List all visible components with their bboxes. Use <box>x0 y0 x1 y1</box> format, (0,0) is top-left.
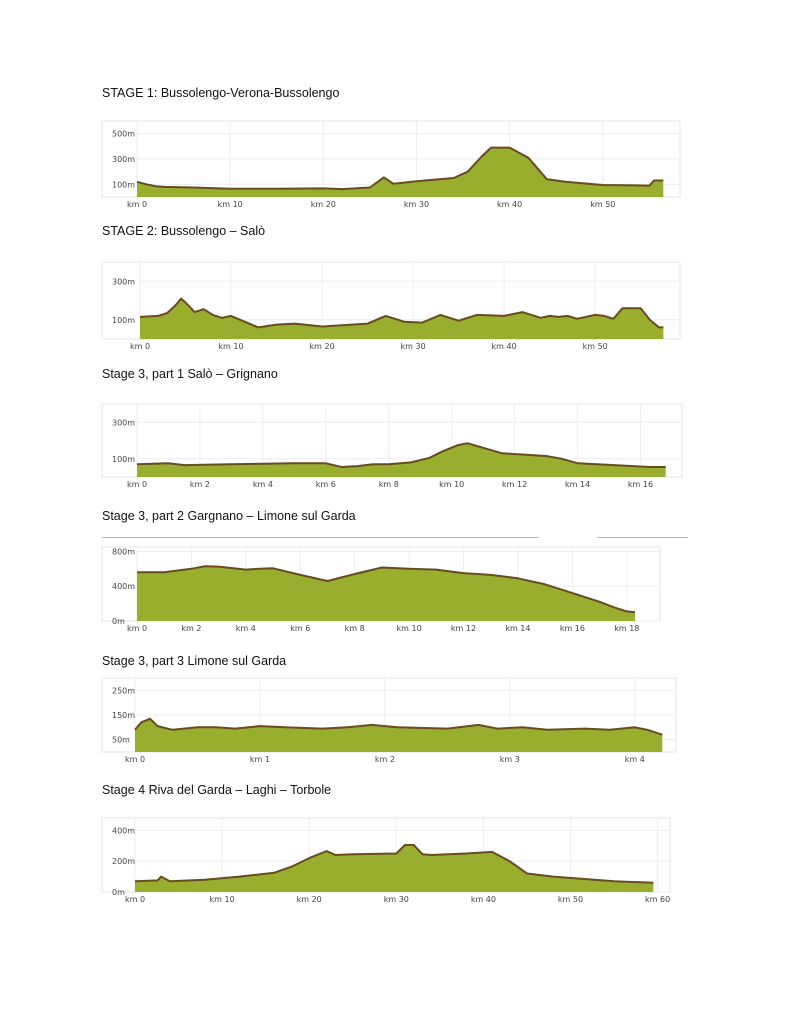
stage-3-part-1-title: Stage 3, part 1 Salò – Grignano <box>102 367 278 381</box>
chart-6-y-tick-label: 0m <box>112 888 125 897</box>
chart-2-area <box>140 298 664 339</box>
chart-1-profile-line <box>136 146 664 191</box>
chart-6-area <box>135 845 654 892</box>
stage-3-part-2-title: Stage 3, part 2 Gargnano – Limone sul Ga… <box>102 509 356 523</box>
chart-1-area <box>137 147 664 197</box>
chart-3-y-tick-label: 100m <box>112 455 135 464</box>
chart-1-x-tick-label: km 50 <box>590 200 615 209</box>
chart-2-x-tick-label: km 0 <box>130 342 150 351</box>
chart-5-x-tick-label: km 4 <box>625 755 645 764</box>
chart-6-x-tick-label: km 60 <box>645 895 670 904</box>
chart-5-x-tick-label: km 0 <box>125 755 145 764</box>
chart-4-x-tick-label: km 12 <box>451 624 476 633</box>
chart-3-area <box>137 443 666 477</box>
chart-3-x-tick-label: km 12 <box>502 480 527 489</box>
chart-4-x-tick-label: km 6 <box>290 624 310 633</box>
chart-4-area <box>137 566 635 621</box>
chart-1-x-tick-label: km 0 <box>127 200 147 209</box>
chart-6-y-tick-label: 200m <box>112 857 135 866</box>
chart-2-profile-line <box>139 297 664 329</box>
chart-2-x-tick-label: km 50 <box>583 342 608 351</box>
chart-6-x-tick-label: km 30 <box>384 895 409 904</box>
chart-6-profile-line <box>134 844 654 884</box>
chart-5-x-tick-label: km 2 <box>375 755 395 764</box>
chart-2-y-tick-label: 100m <box>112 316 135 325</box>
chart-2-x-tick-label: km 10 <box>218 342 243 351</box>
chart-5-x-tick-label: km 3 <box>500 755 520 764</box>
chart-1-y-tick-label: 300m <box>112 155 135 164</box>
chart-4-x-tick-label: km 8 <box>345 624 365 633</box>
stage-3-part-3-title: Stage 3, part 3 Limone sul Garda <box>102 654 287 668</box>
chart-4-x-tick-label: km 16 <box>560 624 585 633</box>
chart-1-y-tick-label: 100m <box>112 180 135 189</box>
chart-2-x-tick-label: km 20 <box>310 342 335 351</box>
chart-3-profile-line <box>136 442 666 468</box>
chart-1-x-tick-label: km 40 <box>497 200 522 209</box>
chart-4-y-tick-label: 400m <box>112 582 135 591</box>
chart-3-x-tick-label: km 4 <box>253 480 273 489</box>
chart-3-x-tick-label: km 16 <box>628 480 653 489</box>
chart-3-x-tick-label: km 8 <box>379 480 399 489</box>
chart-6-x-tick-label: km 50 <box>558 895 583 904</box>
chart-1-x-tick-label: km 30 <box>404 200 429 209</box>
decorative-rule-right <box>597 537 688 538</box>
chart-4-x-tick-label: km 14 <box>505 624 530 633</box>
chart-4-x-tick-label: km 18 <box>614 624 639 633</box>
chart-3-x-tick-label: km 10 <box>439 480 464 489</box>
chart-4-y-tick-label: 800m <box>112 547 135 556</box>
stage-2-title: STAGE 2: Bussolengo – Salò <box>102 224 266 238</box>
chart-1-x-tick-label: km 10 <box>218 200 243 209</box>
chart-1-y-tick-label: 500m <box>112 130 135 139</box>
stage-1-title: STAGE 1: Bussolengo-Verona-Bussolengo <box>102 86 340 100</box>
chart-2-x-tick-label: km 40 <box>492 342 517 351</box>
chart-6-x-tick-label: km 10 <box>210 895 235 904</box>
chart-3-x-tick-label: km 2 <box>190 480 210 489</box>
chart-2-x-tick-label: km 30 <box>401 342 426 351</box>
chart-5-y-tick-label: 250m <box>112 686 135 695</box>
chart-6-y-tick-label: 400m <box>112 826 135 835</box>
chart-4-x-tick-label: km 0 <box>127 624 147 633</box>
chart-6-x-tick-label: km 0 <box>125 895 145 904</box>
chart-4-profile-line <box>137 565 636 614</box>
chart-3-x-tick-label: km 0 <box>127 480 147 489</box>
chart-3-x-tick-label: km 14 <box>565 480 590 489</box>
decorative-rule-left <box>102 537 539 538</box>
chart-5-y-tick-label: 50m <box>112 736 130 745</box>
chart-4-x-tick-label: km 2 <box>181 624 201 633</box>
chart-4-x-tick-label: km 10 <box>397 624 422 633</box>
chart-6-x-tick-label: km 20 <box>297 895 322 904</box>
chart-2-y-tick-label: 300m <box>112 277 135 286</box>
chart-6-x-tick-label: km 40 <box>471 895 496 904</box>
chart-1-x-tick-label: km 20 <box>311 200 336 209</box>
stage-4-title: Stage 4 Riva del Garda – Laghi – Torbole <box>102 783 332 797</box>
chart-4-y-tick-label: 0m <box>112 617 125 626</box>
chart-3-y-tick-label: 300m <box>112 418 135 427</box>
chart-5-x-tick-label: km 1 <box>250 755 270 764</box>
chart-5-profile-line <box>134 717 663 736</box>
chart-4-x-tick-label: km 4 <box>236 624 256 633</box>
chart-5-y-tick-label: 150m <box>112 711 135 720</box>
chart-3-x-tick-label: km 6 <box>316 480 336 489</box>
